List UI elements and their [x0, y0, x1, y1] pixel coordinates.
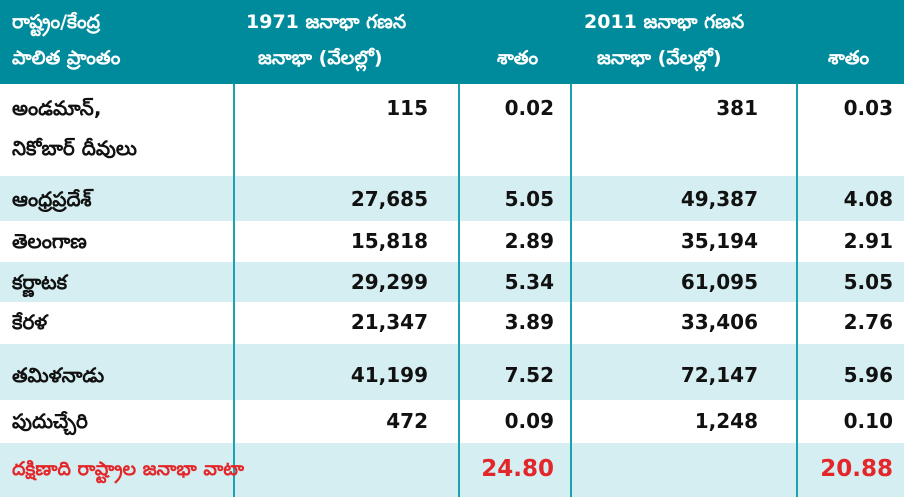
row-name-line2: నికోబార్ దీవులు: [12, 136, 137, 160]
row-pct-1971: 0.02: [504, 96, 554, 120]
row-pop-1971: 15,818: [350, 229, 428, 253]
row-pct-1971: 5.34: [504, 270, 554, 294]
row-pct-2011: 0.10: [843, 409, 893, 433]
header-2011-line1: 2011 జనాభా గణన: [584, 11, 745, 33]
total-label: దక్షిణాది రాష్ట్రాల జనాభా వాటా: [12, 458, 245, 480]
row-band-5: [0, 302, 904, 344]
row-band-1: [0, 84, 904, 176]
row-pop-2011: 1,248: [694, 409, 758, 433]
total-pct-2011: 20.88: [820, 456, 893, 482]
row-name: అండమాన్,: [12, 96, 102, 120]
col-divider: [570, 84, 572, 497]
header-pct-1971: శాతం: [497, 47, 539, 69]
row-pct-2011: 5.96: [843, 363, 893, 387]
row-pop-1971: 29,299: [350, 270, 428, 294]
row-name: తెలంగాణ: [12, 229, 87, 253]
row-pct-1971: 3.89: [504, 310, 554, 334]
row-pop-1971: 41,199: [350, 363, 428, 387]
header-1971-line1: 1971 జనాభా గణన: [246, 11, 407, 33]
row-pct-2011: 2.91: [843, 229, 893, 253]
row-pct-2011: 4.08: [843, 187, 893, 211]
row-pct-1971: 0.09: [504, 409, 554, 433]
row-pop-1971: 21,347: [350, 310, 428, 334]
header-pct-2011: శాతం: [828, 47, 870, 69]
row-name: కేరళ: [12, 310, 48, 334]
row-name: తమిళనాడు: [12, 363, 105, 387]
row-pop-2011: 381: [716, 96, 758, 120]
row-band-7: [0, 400, 904, 443]
row-pop-1971: 27,685: [350, 187, 428, 211]
row-pop-2011: 61,095: [680, 270, 758, 294]
row-pop-2011: 72,147: [680, 363, 758, 387]
row-pop-1971: 472: [386, 409, 428, 433]
row-pct-1971: 2.89: [504, 229, 554, 253]
header-1971-line2: జనాభా (వేలల్లో): [258, 47, 383, 69]
row-name: కర్ణాటక: [12, 270, 68, 294]
col-divider: [458, 84, 460, 497]
header-2011-line2: జనాభా (వేలల్లో): [597, 47, 722, 69]
row-pop-2011: 33,406: [680, 310, 758, 334]
col-divider: [233, 84, 235, 497]
row-pop-2011: 49,387: [680, 187, 758, 211]
row-pct-2011: 0.03: [843, 96, 893, 120]
row-pop-2011: 35,194: [680, 229, 758, 253]
row-band-3: [0, 221, 904, 262]
header-state-line1: రాష్ట్రం/కేంద్ర: [12, 11, 100, 33]
row-name: ఆంధ్రప్రదేశ్: [12, 187, 92, 211]
row-pct-1971: 7.52: [504, 363, 554, 387]
col-divider: [796, 84, 798, 497]
row-pct-2011: 2.76: [843, 310, 893, 334]
row-pct-1971: 5.05: [504, 187, 554, 211]
row-pop-1971: 115: [386, 96, 428, 120]
row-pct-2011: 5.05: [843, 270, 893, 294]
header-state-line2: పాలిత ప్రాంతం: [12, 47, 121, 69]
row-name: పుదుచ్చేరి: [12, 409, 88, 433]
total-pct-1971: 24.80: [481, 456, 554, 482]
total-band: [0, 453, 904, 497]
table-header: రాష్ట్రం/కేంద్ర పాలిత ప్రాంతం 1971 జనాభా…: [0, 0, 904, 84]
